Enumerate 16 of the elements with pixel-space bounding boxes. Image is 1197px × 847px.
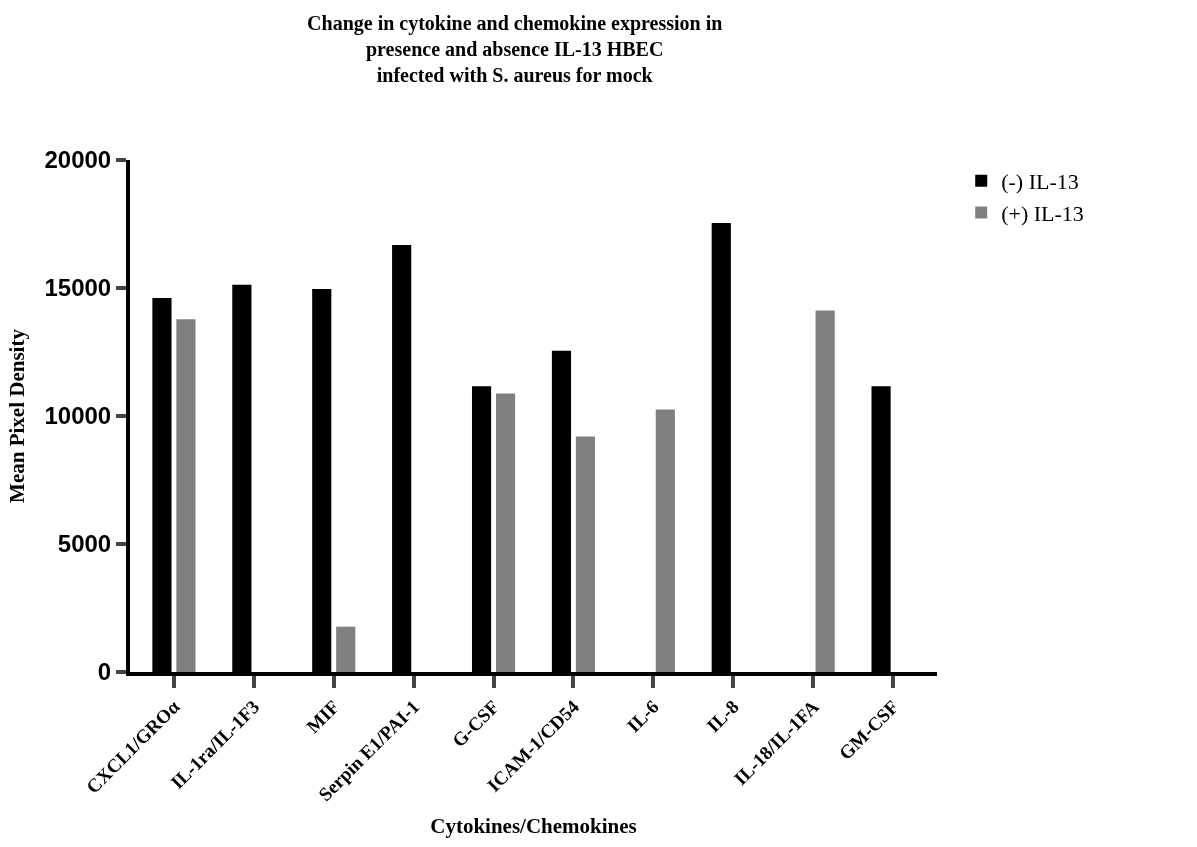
bar (336, 626, 356, 672)
bar (575, 436, 596, 672)
x-axis-title: Cytokines/Chemokines (430, 813, 637, 838)
chart-title: Change in cytokine and chemokine expression in presence and absence IL-13 HBEC infected with S. aureus for mock (307, 11, 723, 86)
bar (176, 319, 196, 672)
y-tick-label: 10000 (44, 402, 112, 430)
legend-label: (+) IL-13 (1001, 200, 1084, 226)
y-tick-label: 20000 (44, 146, 112, 174)
y-tick-label: 15000 (44, 274, 112, 302)
y-tick-label: 0 (97, 658, 112, 686)
bar (655, 409, 675, 672)
y-axis-title: Mean Pixel Density (5, 328, 30, 503)
bar (495, 393, 516, 672)
bar (815, 310, 835, 672)
legend-label: (-) IL-13 (1001, 169, 1079, 195)
y-tick-label: 5000 (57, 530, 112, 558)
